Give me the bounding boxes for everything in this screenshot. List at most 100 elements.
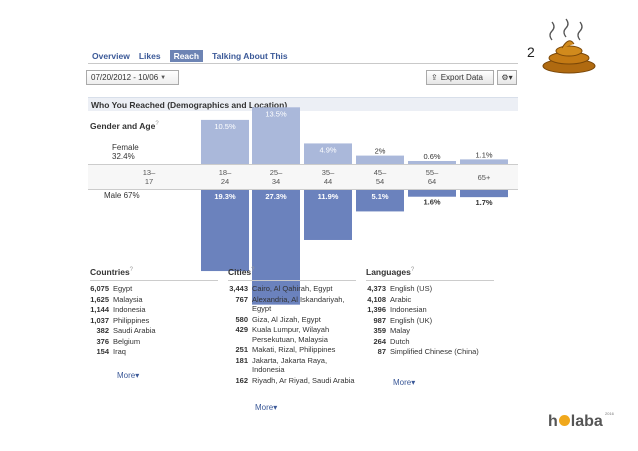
cities-name: Jakarta, Jakarta Raya, Indonesia [252,355,328,375]
tab-overview[interactable]: Overview [92,51,130,61]
cities-name: Giza, Al Jizah, Egypt [252,314,321,324]
help-icon[interactable]: ? [129,267,134,274]
countries-count: 6,075 [90,284,109,293]
tab-likes[interactable]: Likes [138,51,161,61]
female-bar [460,159,508,164]
female-bar [252,107,300,164]
reach-tabs: Overview Likes Reach Talking About This [92,50,288,62]
male-bar [356,190,404,212]
poop-icon [542,18,596,74]
countries-name: Philippines [113,315,150,325]
gender-age-title-text: Gender and Age [90,121,156,131]
annotation-number: 2 [527,44,535,60]
female-percent: 32.4% [112,152,135,161]
cities-count: 251 [235,345,248,354]
languages-count: 359 [373,326,386,335]
cities-name: Kuala Lumpur, Wilayah Persekutuan, Malay… [252,325,330,344]
male-bar [460,190,508,198]
age-category-label: 55– [426,168,439,177]
female-value-label: 10.5% [214,122,236,131]
cities-name: Makati, Rizal, Philippines [252,345,336,354]
male-bar [252,190,300,305]
languages-count: 264 [373,336,386,346]
languages-name: Arabic [390,294,412,304]
cities-row: 767 Alexandria, Al Iskandariyah, Egypt [226,295,356,314]
languages-divider [366,280,494,281]
tab-talking-about-this[interactable]: Talking About This [212,51,288,61]
male-value-label: 27.3% [265,192,287,201]
date-range-value: 07/20/2012 - 10/06 [91,73,159,82]
countries-name: Malaysia [113,294,143,304]
cities-name: Cairo, Al Qahirah, Egypt [252,284,333,293]
cities-title-text: Cities [228,267,252,277]
female-bar [408,161,456,164]
help-icon[interactable]: ? [410,267,415,274]
countries-count: 376 [96,336,109,346]
age-category-label: 44 [324,177,332,186]
countries-count: 154 [96,347,109,356]
female-bar [356,155,404,164]
age-category-label: 17 [145,177,153,186]
date-range-select[interactable]: 07/20/2012 - 10/06 ▼ [86,70,179,85]
countries-list: 6,075 Egypt 1,625 Malaysia 1,144 Indonesia 1,0… [87,284,217,358]
countries-row: 1,037 Philippines [87,316,217,326]
female-bar [304,143,352,164]
male-value-label: 1.6% [423,198,440,207]
age-category-label: 24 [221,177,229,186]
countries-row: 1,625 Malaysia [87,295,217,305]
countries-count: 382 [96,326,109,335]
age-category-label: 34 [272,177,280,186]
male-legend: Male 67% [104,191,140,200]
age-category-label: 54 [376,177,384,186]
male-percent: 67% [123,191,140,200]
languages-list: 4,373 English (US) 4,108 Arabic 1,396 Indones… [364,284,494,358]
cities-more-link[interactable]: More▾ [255,403,278,412]
tab-reach[interactable]: Reach [169,50,204,62]
cities-count: 767 [235,294,248,304]
languages-more-link[interactable]: More▾ [393,378,416,387]
languages-row: 359 Malay [364,326,494,336]
countries-name: Belgium [113,336,141,346]
gear-icon: ⚙▾ [501,73,513,82]
female-bar [201,119,249,164]
tabs-divider [88,63,518,64]
languages-name: Dutch [390,336,410,346]
export-data-button[interactable]: ⇪ Export Data [426,70,494,85]
languages-count: 987 [373,315,386,325]
female-legend: Female 32.4% [112,143,139,161]
countries-row: 6,075 Egypt [87,284,217,294]
cities-row: 181 Jakarta, Jakarta Raya, Indonesia [226,356,356,375]
countries-more-link[interactable]: More▾ [117,371,140,380]
cities-divider [228,280,356,281]
languages-title-text: Languages [366,267,411,277]
countries-divider [90,280,218,281]
languages-count: 1,396 [367,305,386,314]
male-value-label: 19.3% [214,192,236,201]
countries-name: Iraq [113,347,126,356]
countries-row: 376 Belgium [87,337,217,347]
cities-name: Alexandria, Al Iskandariyah, Egypt [252,294,345,314]
male-bar [304,190,352,240]
male-label: Male [104,191,122,200]
settings-button[interactable]: ⚙▾ [497,70,517,85]
help-icon[interactable]: ? [251,267,255,274]
age-category-label: 45– [374,168,387,177]
female-value-label: 4.9% [319,145,336,154]
age-category-label: 25– [270,168,283,177]
gender-age-title: Gender and Age? [90,121,159,131]
help-icon[interactable]: ? [155,121,159,128]
languages-title: Languages? [366,267,414,277]
cities-count: 162 [235,375,248,385]
logo-dot-icon [558,415,570,426]
languages-count: 87 [377,347,386,356]
male-value-label: 5.1% [371,192,388,201]
cities-count: 429 [235,325,248,334]
logo-small-text: 2016 [605,411,614,416]
countries-name: Egypt [113,284,133,293]
countries-row: 382 Saudi Arabia [87,326,217,336]
cities-count: 181 [235,355,248,365]
holaba-logo: h laba [548,413,603,431]
languages-name: Simplified Chinese (China) [390,347,479,356]
countries-title-text: Countries [90,267,130,277]
section-title: Who You Reached (Demographics and Locati… [88,97,518,111]
